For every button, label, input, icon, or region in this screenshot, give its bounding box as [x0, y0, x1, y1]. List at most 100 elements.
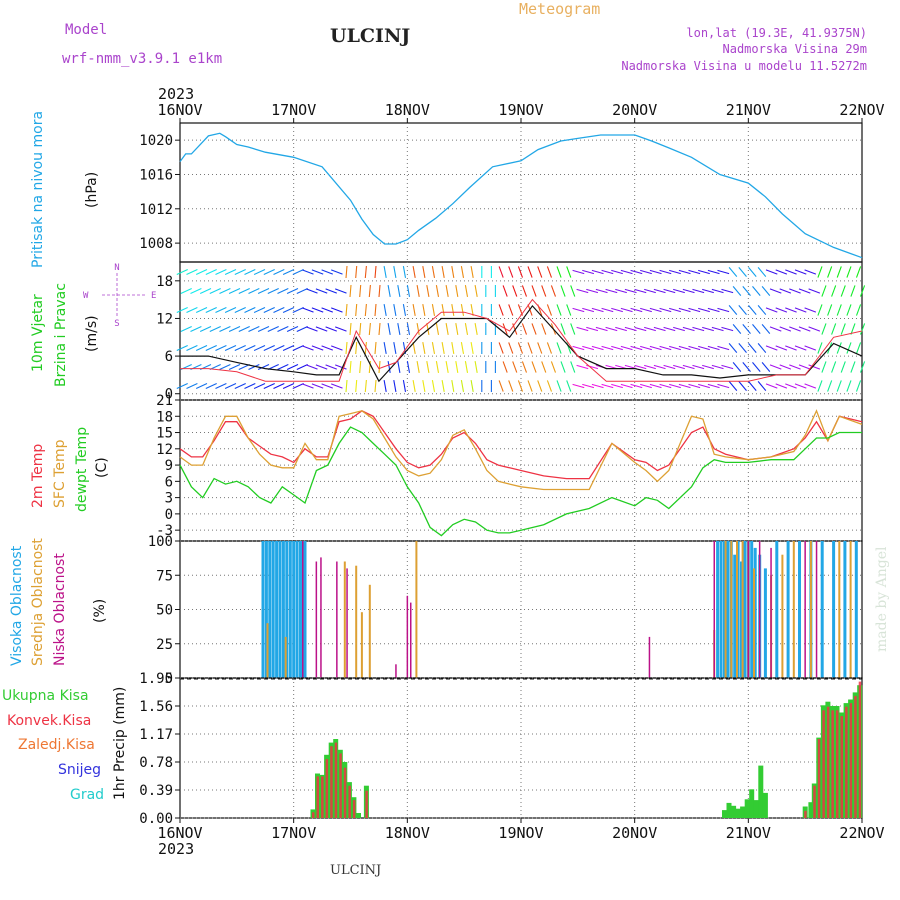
wind-arrow [678, 307, 691, 313]
wind-arrow [769, 364, 782, 370]
wind-arrow [698, 383, 710, 389]
wind-arrow [738, 267, 747, 277]
high-cloud-bar [798, 541, 801, 678]
wind-arrow [785, 307, 797, 313]
convective-precip-bar [831, 710, 834, 818]
wind-arrow [209, 326, 221, 332]
wind-arrow [742, 362, 751, 372]
wind-arrow [570, 361, 576, 373]
wind-arrow [678, 269, 691, 275]
wind-arrow [426, 361, 430, 373]
wind-arrow [306, 288, 318, 294]
wind-arrow [422, 342, 426, 354]
wind-arrow [253, 383, 266, 389]
convective-precip-bar [325, 759, 329, 818]
wind-arrow [416, 323, 420, 335]
mid-cloud-bar [741, 541, 744, 678]
wind-arrow [359, 360, 362, 374]
convective-precip-bar [826, 706, 830, 818]
model-label: Model [65, 22, 107, 38]
total-precip-bar [762, 792, 768, 818]
top-tick-label: 18NOV [385, 101, 430, 119]
wind-arrow [821, 285, 827, 297]
wind-arrow [470, 304, 474, 316]
wind-arrow [199, 288, 212, 294]
low-cloud-bar [395, 664, 397, 678]
wind-arrow [738, 381, 747, 391]
wind-arrow [634, 326, 647, 332]
wind-arrow [644, 364, 656, 370]
convective-precip-bar [804, 810, 807, 818]
wind-arrow [728, 381, 738, 391]
mid-cloud-bar [355, 565, 358, 678]
credit-text: made by Angel [874, 546, 890, 652]
wind-arrow [368, 322, 371, 336]
wind-arrow [364, 303, 367, 317]
wind-arrow [595, 326, 608, 332]
wind-arrow [277, 326, 289, 332]
wind-label-2: Brzina i Pravac [53, 283, 69, 387]
wind-arrow [678, 383, 691, 389]
wind-arrow [521, 285, 528, 297]
wind-arrow [383, 266, 387, 278]
wind-arrow [794, 307, 807, 313]
wind-arrow [406, 361, 411, 373]
wind-arrow [550, 361, 557, 373]
wind-arrow [779, 288, 792, 294]
wind-arrow [673, 364, 685, 370]
ytick-label: 12 [156, 311, 173, 327]
wind-arrow [630, 269, 643, 275]
wind-arrow [785, 345, 797, 351]
precip-panel: 0.00 0.39 0.78 1.17 1.56 1.95 [139, 671, 863, 827]
ytick-label: 25 [156, 637, 173, 653]
wind-arrow [698, 269, 710, 275]
wind-arrow [761, 362, 771, 372]
high-cloud-bar [832, 541, 836, 678]
wind-arrow [205, 307, 217, 313]
wind-arrow [711, 364, 724, 370]
model-altitude-text: Nadmorska Visina u modelu 11.5272m [621, 59, 867, 73]
low-cloud-bar [804, 541, 806, 678]
wind-arrow [205, 269, 217, 275]
wind-arrow [752, 362, 761, 372]
wind-arrow [546, 304, 553, 316]
compass-south: S [114, 319, 119, 329]
mid-cloud-bar [781, 554, 784, 678]
wind-arrow [601, 307, 614, 313]
temp2m-line [179, 410, 863, 480]
wind-arrow [738, 343, 747, 353]
cloud-label-mid: Srednja Oblacnost [30, 538, 46, 666]
wind-arrow [234, 269, 246, 275]
wind-arrow [649, 383, 662, 389]
ytick-label: 0.78 [139, 755, 173, 771]
wind-arrow [311, 383, 324, 389]
convective-precip-bar [836, 710, 839, 818]
wind-arrow [286, 326, 299, 332]
wind-arrow [282, 345, 295, 351]
wind-arrow [669, 269, 681, 275]
wind-arrow [302, 345, 314, 351]
wind-arrow [219, 364, 231, 370]
wind-arrow [435, 285, 440, 297]
wind-arrow [732, 324, 742, 334]
wind-arrow [840, 361, 846, 373]
wind-arrow [702, 364, 714, 370]
wind-arrow [215, 269, 227, 275]
low-cloud-bar [302, 541, 304, 678]
wind-arrow [199, 326, 212, 332]
high-cloud-bar [723, 541, 726, 678]
wind-arrow [451, 266, 455, 278]
wind-arrow [311, 307, 324, 313]
wind-arrow [846, 304, 852, 316]
wind-arrow [331, 383, 343, 389]
wind-arrow [402, 380, 407, 392]
wind-arrow [634, 288, 647, 294]
wind-arrow [752, 286, 761, 296]
wind-arrow [761, 286, 771, 296]
convective-precip-bar [352, 800, 356, 818]
wind-arrow [224, 269, 237, 275]
high-cloud-bar [719, 541, 723, 678]
wind-arrow [315, 326, 328, 332]
bottom-tick-label: 21NOV [726, 824, 771, 842]
wind-arrow [531, 285, 537, 297]
